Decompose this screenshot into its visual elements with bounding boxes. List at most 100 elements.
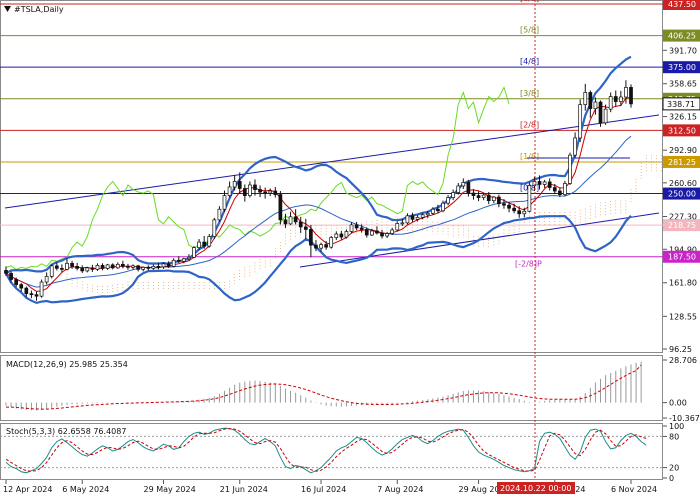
candle-body xyxy=(242,188,247,196)
murrey-level-label: [3/8] xyxy=(520,89,539,98)
candle-body xyxy=(100,264,105,269)
candle-body xyxy=(507,204,511,209)
candle-body xyxy=(497,196,501,205)
price-tick-label: 260.60 xyxy=(669,179,697,188)
candle-body xyxy=(395,223,400,231)
level-tag-box xyxy=(663,187,700,200)
candle-body xyxy=(436,208,440,212)
candle-body xyxy=(476,195,481,198)
candle-body xyxy=(446,197,450,204)
level-tag-box xyxy=(663,219,700,232)
candle-body xyxy=(441,202,445,212)
candle-body xyxy=(390,229,395,234)
upper-trend-line xyxy=(4,114,660,209)
candle-body xyxy=(400,222,405,225)
candle-body xyxy=(232,181,237,188)
candle-body xyxy=(268,190,273,194)
time-tick-label: 7 Aug 2024 xyxy=(377,485,423,494)
candle-body xyxy=(80,268,85,272)
stoch-tick-label: 0 xyxy=(669,474,674,483)
macd-tick-label: 28.706 xyxy=(669,356,697,365)
level-tag-label: 312.50 xyxy=(668,126,696,135)
level-tag-label: 406.25 xyxy=(668,32,696,41)
time-tick-label: 6 Nov 2024 xyxy=(611,485,657,494)
candle-body xyxy=(349,224,354,232)
candle-body xyxy=(115,263,120,269)
candle-body xyxy=(263,191,267,194)
candle-body xyxy=(573,137,577,156)
candle-body xyxy=(415,216,420,220)
level-tag-box xyxy=(663,0,700,10)
candle-body xyxy=(151,266,156,269)
candle-body xyxy=(85,267,90,272)
candle-body xyxy=(54,265,59,269)
candle-body xyxy=(527,185,532,212)
candle-body xyxy=(451,192,456,198)
candle-body xyxy=(624,87,628,98)
bollinger-lower xyxy=(5,214,632,305)
candle-body xyxy=(339,233,344,238)
candle-body xyxy=(578,104,583,139)
stoch-label: Stoch(5,3,3) 62.6558 76.4087 xyxy=(6,427,126,436)
candle-body xyxy=(324,244,328,248)
current-price-box xyxy=(662,97,700,111)
candle-body xyxy=(542,181,547,185)
price-tick-label: 227.30 xyxy=(669,213,697,222)
candle-body xyxy=(65,262,69,270)
level-tag-label: 218.75 xyxy=(668,221,696,230)
candle-body xyxy=(563,183,567,195)
time-tick-label: 12 Apr 2024 xyxy=(3,485,52,494)
time-tick-label: 29 May 2024 xyxy=(144,485,196,494)
candle-body xyxy=(425,212,430,216)
candle-body xyxy=(181,258,186,262)
candle-body xyxy=(95,264,100,270)
stoch-plot xyxy=(0,427,663,474)
candle-body xyxy=(380,232,384,237)
candle-body xyxy=(461,182,466,187)
candlesticks xyxy=(4,80,633,301)
candle-body xyxy=(309,229,313,246)
candle-body xyxy=(466,182,471,194)
candle-body xyxy=(60,268,64,270)
candle-body xyxy=(19,284,24,289)
candle-body xyxy=(283,219,288,225)
murrey-level-label: [4/8] xyxy=(520,57,539,66)
chart-title: #TSLA,Daily xyxy=(14,5,64,14)
candle-body xyxy=(547,181,552,188)
candle-body xyxy=(588,92,593,109)
macd-signal-line xyxy=(6,364,642,410)
candle-body xyxy=(70,262,74,267)
level-tag-box xyxy=(663,61,700,74)
candle-body xyxy=(9,273,13,280)
candle-body xyxy=(405,215,410,224)
candle-body xyxy=(568,154,572,184)
candle-body xyxy=(618,96,623,102)
candle-body xyxy=(552,187,557,192)
candle-body xyxy=(273,190,278,195)
candle-body xyxy=(420,214,425,218)
candle-body xyxy=(121,263,125,267)
indicator-lines xyxy=(5,55,632,305)
price-tick-label: 292.90 xyxy=(669,146,697,155)
price-tick-label: 358.65 xyxy=(669,80,697,89)
candle-body xyxy=(212,219,217,237)
candle-body xyxy=(375,230,379,234)
level-tag-label: 250.00 xyxy=(668,190,696,199)
current-price-label: 338.71 xyxy=(667,100,695,109)
time-tick-label: 29 Aug 2024 xyxy=(459,485,510,494)
candle-body xyxy=(44,276,49,283)
macd-tick-label: 0.00 xyxy=(669,399,687,408)
macd-panel-frame xyxy=(0,355,663,421)
candle-body xyxy=(105,264,110,269)
candle-body xyxy=(293,216,298,223)
candle-body xyxy=(202,241,207,247)
candle-body xyxy=(359,227,364,230)
level-tag-box xyxy=(663,29,700,42)
candle-body xyxy=(161,263,166,268)
candle-body xyxy=(471,192,476,196)
candle-body xyxy=(110,264,115,269)
candle-body xyxy=(298,221,303,228)
candle-body xyxy=(24,287,29,294)
